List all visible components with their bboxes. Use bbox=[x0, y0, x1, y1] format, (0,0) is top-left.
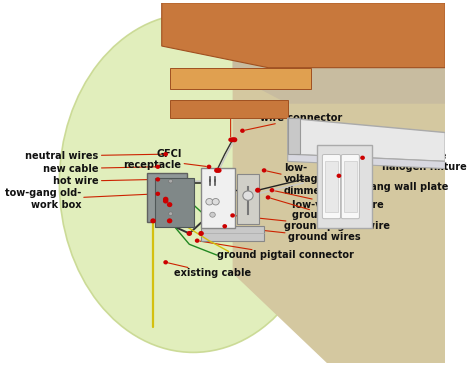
FancyBboxPatch shape bbox=[344, 161, 356, 212]
Circle shape bbox=[214, 168, 219, 173]
Circle shape bbox=[195, 239, 200, 243]
Text: ground wires: ground wires bbox=[228, 227, 360, 242]
Circle shape bbox=[240, 128, 245, 133]
FancyBboxPatch shape bbox=[201, 226, 264, 241]
Circle shape bbox=[255, 188, 261, 193]
Circle shape bbox=[169, 212, 173, 216]
Text: ground pigtail connector: ground pigtail connector bbox=[200, 241, 354, 260]
Text: tow-gang old-
work box: tow-gang old- work box bbox=[5, 188, 155, 210]
Circle shape bbox=[167, 202, 173, 207]
FancyBboxPatch shape bbox=[147, 173, 187, 222]
Text: wire connector: wire connector bbox=[245, 113, 342, 130]
Circle shape bbox=[232, 137, 237, 142]
Polygon shape bbox=[233, 3, 445, 104]
Circle shape bbox=[243, 191, 253, 200]
Text: low-
voltage
dimmer: low- voltage dimmer bbox=[267, 163, 326, 196]
Polygon shape bbox=[233, 3, 445, 363]
Text: two-gang wall plate: two-gang wall plate bbox=[339, 176, 448, 192]
Circle shape bbox=[210, 212, 215, 217]
Circle shape bbox=[155, 192, 160, 196]
Circle shape bbox=[164, 260, 168, 265]
Circle shape bbox=[150, 219, 156, 223]
Circle shape bbox=[164, 152, 168, 156]
Circle shape bbox=[163, 197, 168, 202]
Polygon shape bbox=[288, 118, 445, 161]
Polygon shape bbox=[288, 154, 445, 169]
Circle shape bbox=[167, 219, 173, 223]
Circle shape bbox=[216, 168, 221, 173]
Text: existing cable: existing cable bbox=[168, 263, 251, 278]
Circle shape bbox=[266, 195, 270, 199]
Circle shape bbox=[206, 198, 213, 205]
FancyBboxPatch shape bbox=[325, 161, 338, 212]
Polygon shape bbox=[170, 100, 288, 118]
FancyBboxPatch shape bbox=[237, 174, 259, 224]
Circle shape bbox=[198, 231, 204, 236]
Text: cable protector: cable protector bbox=[188, 101, 273, 137]
Polygon shape bbox=[170, 68, 311, 89]
Circle shape bbox=[212, 198, 219, 205]
Polygon shape bbox=[288, 118, 300, 154]
Circle shape bbox=[360, 156, 365, 160]
Text: low-voltage
halogen fixture: low-voltage halogen fixture bbox=[365, 150, 467, 172]
Text: new cable: new cable bbox=[43, 164, 155, 173]
Circle shape bbox=[230, 137, 236, 142]
FancyBboxPatch shape bbox=[341, 154, 359, 219]
Text: ground screw: ground screw bbox=[271, 198, 366, 220]
Ellipse shape bbox=[59, 14, 327, 352]
FancyBboxPatch shape bbox=[322, 154, 340, 219]
Circle shape bbox=[169, 179, 173, 183]
Circle shape bbox=[337, 173, 341, 178]
Circle shape bbox=[262, 168, 266, 172]
Circle shape bbox=[187, 231, 192, 236]
Circle shape bbox=[207, 165, 211, 169]
Circle shape bbox=[155, 177, 160, 182]
Circle shape bbox=[222, 224, 227, 228]
Text: GFCI
receptacle: GFCI receptacle bbox=[123, 149, 206, 170]
Circle shape bbox=[270, 188, 274, 193]
Circle shape bbox=[163, 198, 168, 203]
Text: low-voltage wire: low-voltage wire bbox=[275, 191, 383, 210]
Text: neutral wires: neutral wires bbox=[26, 151, 163, 161]
Text: ground pigtail wire: ground pigtail wire bbox=[236, 216, 390, 231]
FancyBboxPatch shape bbox=[201, 168, 235, 228]
FancyBboxPatch shape bbox=[155, 178, 194, 227]
FancyBboxPatch shape bbox=[317, 145, 373, 228]
Polygon shape bbox=[162, 3, 445, 68]
Circle shape bbox=[228, 138, 233, 142]
Circle shape bbox=[155, 165, 160, 169]
Circle shape bbox=[230, 213, 235, 218]
Text: hot wire: hot wire bbox=[53, 176, 155, 186]
